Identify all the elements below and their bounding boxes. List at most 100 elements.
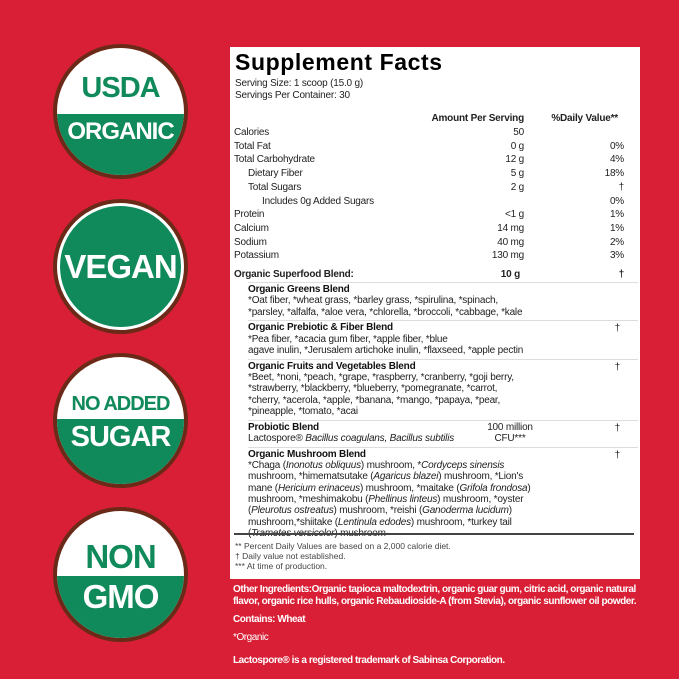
ingredient-text: ) mushroom, *maitake ( <box>359 482 460 494</box>
nutrient-dv: 0% <box>609 195 624 207</box>
nutrient-dv: 3% <box>609 250 624 262</box>
ingredient-text: mushroom, *meshimakobu ( <box>248 494 369 506</box>
sub-blend-dv: † <box>614 323 621 335</box>
nutrient-name: Protein <box>234 209 265 221</box>
nutrient-row: Total Fat 0 g 0% <box>234 141 630 154</box>
nutrient-dv: 2% <box>609 236 624 248</box>
footnote: † Daily value not established. <box>235 551 346 561</box>
nutrient-row: Total Sugars 2 g † <box>234 182 630 195</box>
nutrient-row: Includes 0g Added Sugars 0% <box>234 196 630 209</box>
servings-per-container: Servings Per Container: 30 <box>235 89 350 101</box>
footnote: *** At time of production. <box>235 561 328 571</box>
footnote: ** Percent Daily Values are based on a 2… <box>235 541 451 551</box>
ingredient-text: ) <box>508 505 512 517</box>
nutrient-name: Includes 0g Added Sugars <box>262 195 374 207</box>
organic-note: *Organic <box>233 632 269 643</box>
nutrient-amount: <1 g <box>505 209 524 221</box>
nutrient-row: Calories 50 <box>234 127 630 140</box>
sub-blend-name: Organic Mushroom Blend <box>248 448 366 460</box>
ingredient-text: Lentinula edodes <box>337 516 411 528</box>
ingredient-line: mushroom, *himematsutake (Agaricus blaze… <box>248 471 638 482</box>
ingredient-text: ) <box>527 482 531 494</box>
ingredient-text: Grifola frondosa <box>459 482 528 494</box>
ingredient-line: Lactospore® Bacillus coagulans, Bacillus… <box>248 433 638 444</box>
badge-top-text: NO ADDED <box>71 393 171 415</box>
ingredient-text: mushroom, *himematsutake ( <box>248 471 374 483</box>
nutrient-row: Potassium 130 mg 3% <box>234 250 630 263</box>
ingredient-text: ) mushroom, *oyster <box>437 494 524 506</box>
sub-blend-name: Organic Fruits and Vegetables Blend <box>248 360 416 372</box>
ingredient-text: *cherry, *acerola, *apple, *banana, *man… <box>248 394 501 406</box>
ingredient-line: *Pea fiber, *acacia gum fiber, *apple fi… <box>248 334 638 345</box>
sub-blend: Organic Mushroom Blend † *Chaga (Inonotus … <box>248 446 638 539</box>
ingredient-text: ( <box>248 505 252 517</box>
ingredient-text: ) mushroom, *turkey tail <box>410 516 512 528</box>
ingredient-text: Phellinus linteus <box>368 494 438 506</box>
ingredient-text: Agaricus blazei <box>373 471 439 483</box>
ingredient-line: (Pleurotus ostreatus) mushroom, *reishi … <box>248 505 638 516</box>
amount-header: Amount Per Serving <box>431 113 524 124</box>
nutrient-amount: 50 <box>513 127 524 138</box>
sub-blend: Organic Fruits and Vegetables Blend † *Be… <box>248 358 638 417</box>
nutrient-dv: 4% <box>609 154 624 166</box>
ingredient-text: ) mushroom, * <box>360 460 422 472</box>
nutrient-name: Potassium <box>234 250 279 262</box>
nutrient-name: Total Sugars <box>248 181 302 193</box>
sub-blend-dv: † <box>614 422 621 434</box>
ingredient-line: *Oat fiber, *wheat grass, *barley grass,… <box>248 295 638 306</box>
ingredient-line: mushroom, *meshimakobu (Phellinus linteu… <box>248 494 638 505</box>
ingredient-text: *strawberry, *blackberry, *blueberry, *p… <box>248 383 498 395</box>
nutrient-name: Sodium <box>234 236 267 248</box>
badge-bottom-text: GMO <box>82 578 160 615</box>
ingredient-text: Ganoderma lucidum <box>422 505 509 517</box>
badge-top-text: NON <box>85 538 156 575</box>
sub-blend-name: Organic Prebiotic & Fiber Blend <box>248 322 393 334</box>
blend-amount: 10 g <box>500 269 520 280</box>
ingredient-text: *pineapple, *tomato, *acai <box>248 405 358 417</box>
nutrient-amount: 0 g <box>510 140 525 152</box>
ingredient-text: *Chaga ( <box>248 460 286 472</box>
usda-organic-badge: USDA ORGANIC <box>53 44 188 179</box>
ingredient-text: agave inulin, *Jerusalem artichoke inuli… <box>248 344 524 356</box>
blend-dv: † <box>618 269 625 280</box>
allergen-statement: Contains: Wheat <box>233 614 306 625</box>
nutrient-dv: † <box>618 181 625 193</box>
sub-blend: Organic Prebiotic & Fiber Blend † *Pea fib… <box>248 320 638 356</box>
nutrient-name: Calcium <box>234 222 269 234</box>
nutrient-row: Protein <1 g 1% <box>234 209 630 222</box>
nutrient-amount: 2 g <box>510 181 525 193</box>
badge-bottom-text: ORGANIC <box>67 118 174 145</box>
ingredient-text: Pleurotus ostreatus <box>251 505 334 517</box>
facts-title: Supplement Facts <box>235 49 443 75</box>
sub-blend-dv: † <box>614 449 621 461</box>
ingredient-text: mushroom,*shiitake ( <box>248 516 338 528</box>
sub-blend: Probiotic Blend 100 million CFU*** † Lactos… <box>248 419 638 445</box>
nutrient-amount: 12 g <box>505 154 524 166</box>
ingredient-line: *Beet, *noni, *peach, *grape, *raspberry… <box>248 372 638 383</box>
badge-text: VEGAN <box>64 248 177 285</box>
ingredient-line: *parsley, *alfalfa, *aloe vera, *chlorel… <box>248 307 638 318</box>
nutrient-amount: 40 mg <box>497 236 524 248</box>
nutrient-dv: 1% <box>609 222 624 234</box>
ingredient-line: agave inulin, *Jerusalem artichoke inuli… <box>248 345 638 356</box>
ingredient-text: *Oat fiber, *wheat grass, *barley grass,… <box>248 295 498 307</box>
ingredient-text: Inonotus obliquus <box>285 460 361 472</box>
trademark-note: Lactospore® is a registered trademark of… <box>233 655 505 666</box>
nutrient-name: Dietary Fiber <box>248 168 303 180</box>
nutrient-dv: 0% <box>609 140 624 152</box>
ingredient-line: *Chaga (Inonotus obliquus) mushroom, *Co… <box>248 460 638 471</box>
badge-bottom-text: SUGAR <box>70 421 172 453</box>
nutrient-amount: 5 g <box>510 168 525 180</box>
sub-blend-name: Organic Greens Blend <box>248 284 350 295</box>
ingredient-line: *strawberry, *blackberry, *blueberry, *p… <box>248 383 638 394</box>
ingredient-text: *Pea fiber, *acacia gum fiber, *apple fi… <box>248 333 448 345</box>
ingredient-line: mane (Hericium erinaceus) mushroom, *mai… <box>248 483 638 494</box>
nutrient-amount: 14 mg <box>497 222 524 234</box>
blend-name: Organic Superfood Blend: <box>234 269 354 280</box>
ingredient-text: Lactospore® <box>248 433 306 445</box>
nutrient-row: Sodium 40 mg 2% <box>234 237 630 250</box>
ingredient-text: Hericium erinaceus <box>277 482 360 494</box>
ingredient-text: *Beet, *noni, *peach, *grape, *raspberry… <box>248 372 514 384</box>
ingredient-text: *parsley, *alfalfa, *aloe vera, *chlorel… <box>248 306 523 318</box>
ingredient-line: *cherry, *acerola, *apple, *banana, *man… <box>248 395 638 406</box>
